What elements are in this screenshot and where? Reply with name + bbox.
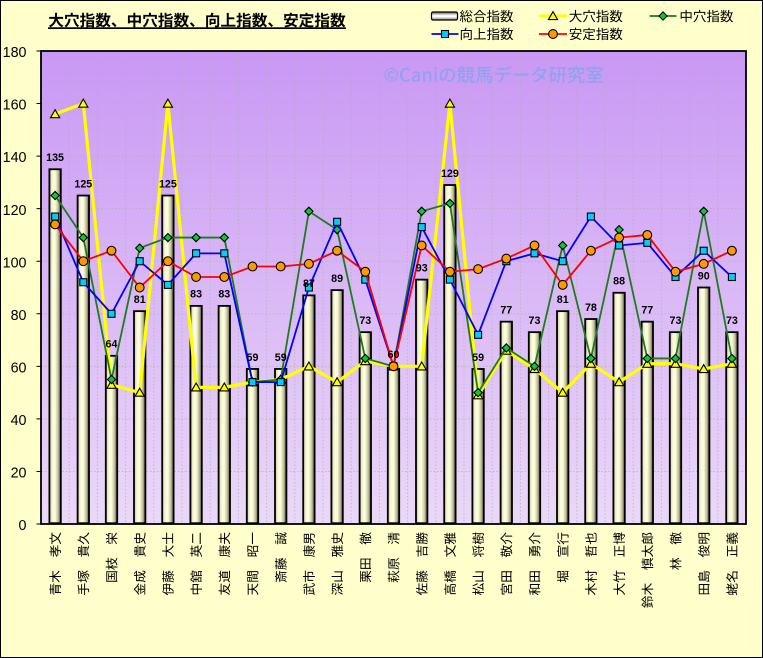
- svg-text:59: 59: [472, 352, 484, 364]
- svg-text:73: 73: [726, 315, 738, 327]
- svg-text:40: 40: [11, 413, 27, 429]
- svg-text:60: 60: [11, 360, 27, 376]
- svg-text:125: 125: [159, 178, 177, 190]
- svg-text:87: 87: [303, 278, 315, 290]
- svg-text:125: 125: [74, 178, 92, 190]
- svg-text:73: 73: [670, 315, 682, 327]
- svg-text:83: 83: [218, 289, 230, 301]
- svg-text:83: 83: [190, 289, 202, 301]
- svg-text:120: 120: [3, 203, 27, 219]
- svg-text:81: 81: [134, 294, 146, 306]
- svg-text:77: 77: [500, 304, 512, 316]
- svg-text:93: 93: [416, 262, 428, 274]
- svg-text:89: 89: [331, 273, 343, 285]
- svg-text:160: 160: [3, 98, 27, 114]
- svg-text:73: 73: [529, 315, 541, 327]
- svg-text:59: 59: [247, 352, 259, 364]
- svg-text:100: 100: [3, 255, 27, 271]
- svg-text:90: 90: [698, 270, 710, 282]
- svg-text:64: 64: [106, 339, 118, 351]
- svg-text:81: 81: [557, 294, 569, 306]
- svg-text:73: 73: [359, 315, 371, 327]
- svg-text:135: 135: [46, 152, 64, 164]
- svg-text:20: 20: [11, 466, 27, 482]
- svg-text:80: 80: [11, 308, 27, 324]
- svg-text:60: 60: [388, 349, 400, 361]
- svg-text:78: 78: [585, 302, 597, 314]
- svg-text:77: 77: [641, 304, 653, 316]
- svg-text:0: 0: [19, 518, 27, 534]
- svg-text:88: 88: [613, 276, 625, 288]
- svg-text:129: 129: [441, 168, 459, 180]
- svg-text:59: 59: [275, 352, 287, 364]
- svg-text:140: 140: [3, 150, 27, 166]
- svg-text:180: 180: [3, 45, 27, 61]
